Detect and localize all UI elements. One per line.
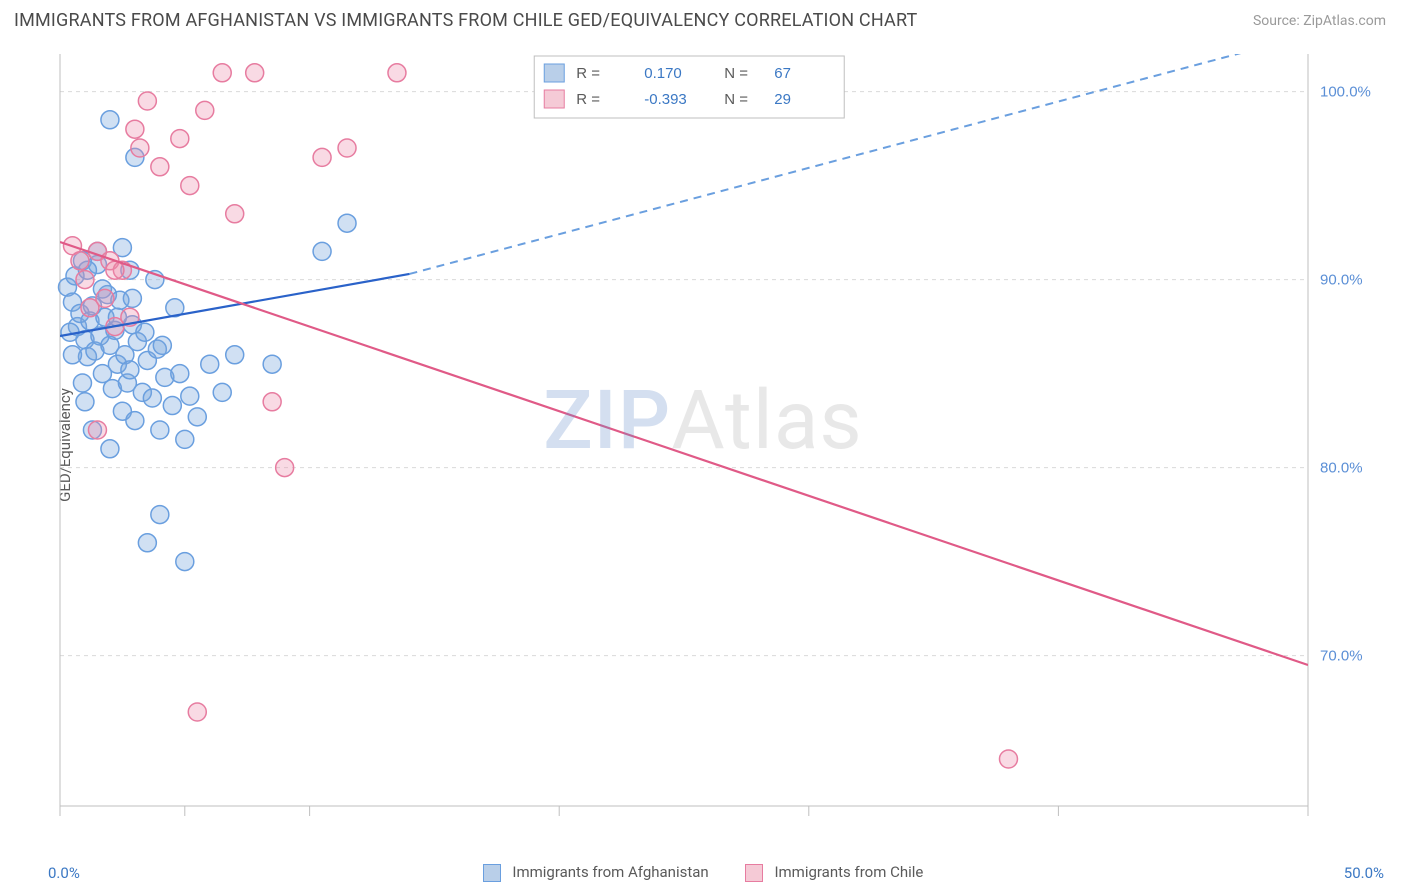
legend-swatch	[483, 864, 501, 882]
chart-area: GED/Equivalency 70.0%80.0%90.0%100.0%R =…	[14, 46, 1392, 844]
svg-text:67: 67	[774, 65, 791, 82]
svg-text:R =: R =	[576, 65, 600, 82]
svg-text:N =: N =	[724, 65, 748, 82]
legend-swatch	[745, 864, 763, 882]
source-attribution: Source: ZipAtlas.com	[1253, 13, 1386, 29]
svg-text:80.0%: 80.0%	[1320, 460, 1363, 477]
legend-label: Immigrants from Afghanistan	[512, 863, 708, 881]
svg-text:90.0%: 90.0%	[1320, 272, 1363, 289]
chart-title: IMMIGRANTS FROM AFGHANISTAN VS IMMIGRANT…	[14, 10, 918, 31]
scatter-plot: 70.0% 80.0% 90.0% 100.0% R = 0.170 N = 67 R = -0.…	[52, 46, 1382, 836]
svg-text:-0.393: -0.393	[644, 91, 687, 108]
svg-text:100.0%: 100.0%	[1320, 84, 1371, 101]
legend-item-chile: Immigrants from Chile	[745, 863, 924, 882]
svg-text:70.0%: 70.0%	[1320, 648, 1363, 665]
svg-text:N =: N =	[724, 91, 748, 108]
svg-text:29: 29	[774, 91, 791, 108]
svg-text:0.170: 0.170	[644, 65, 682, 82]
legend-item-afghanistan: Immigrants from Afghanistan	[483, 863, 709, 882]
bottom-legend: Immigrants from Afghanistan Immigrants f…	[0, 863, 1406, 882]
svg-text:R =: R =	[576, 91, 600, 108]
chart-header: IMMIGRANTS FROM AFGHANISTAN VS IMMIGRANT…	[0, 0, 1406, 37]
legend-label: Immigrants from Chile	[774, 863, 923, 881]
